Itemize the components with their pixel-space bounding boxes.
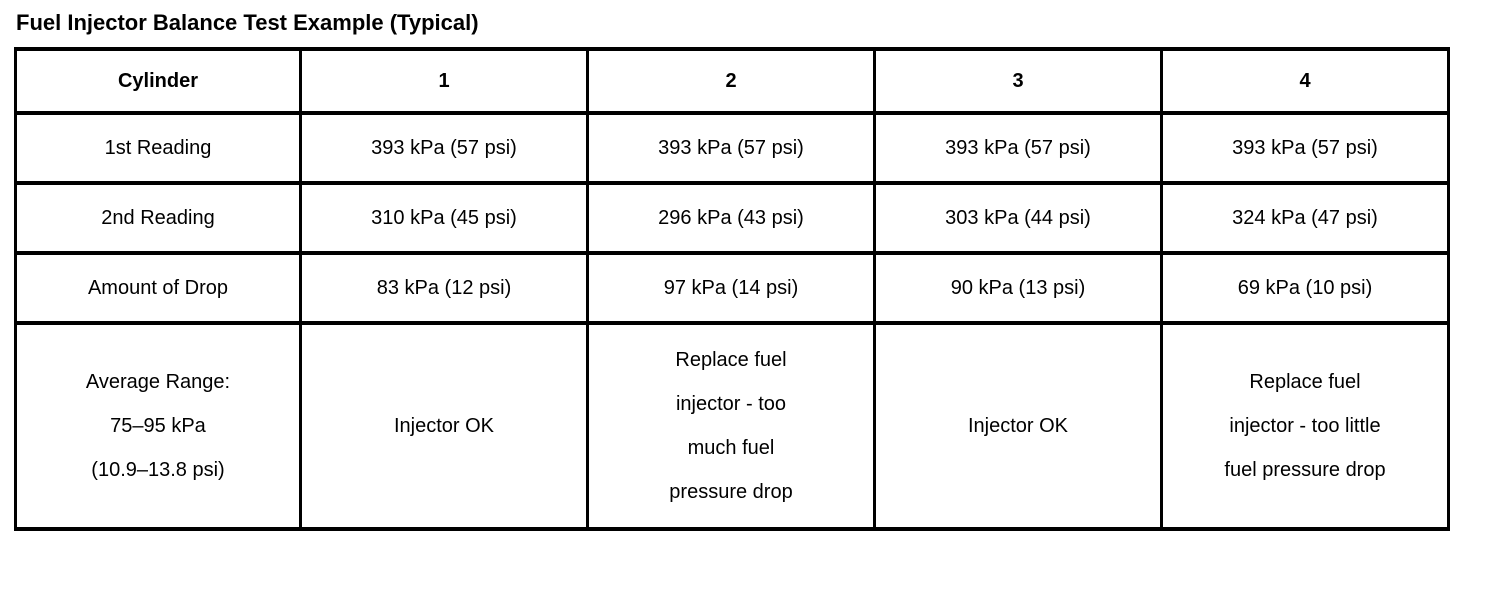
row-label: 1st Reading <box>14 111 302 185</box>
data-cell: Injector OK <box>873 321 1163 531</box>
data-cell: 69 kPa (10 psi) <box>1160 251 1450 325</box>
header-cell-4: 4 <box>1160 47 1450 115</box>
page-title: Fuel Injector Balance Test Example (Typi… <box>16 10 479 35</box>
fuel-injector-balance-table: Cylinder 1 2 3 4 1st Reading 393 kPa (57… <box>14 47 1450 531</box>
data-cell: 393 kPa (57 psi) <box>873 111 1163 185</box>
data-cell: 303 kPa (44 psi) <box>873 181 1163 255</box>
table-row-2nd-reading: 2nd Reading 310 kPa (45 psi) 296 kPa (43… <box>14 181 1450 255</box>
data-cell: 97 kPa (14 psi) <box>586 251 876 325</box>
data-cell: 310 kPa (45 psi) <box>299 181 589 255</box>
data-cell: 296 kPa (43 psi) <box>586 181 876 255</box>
table-row-average-range: Average Range: 75–95 kPa (10.9–13.8 psi)… <box>14 321 1450 531</box>
table-row-amount-of-drop: Amount of Drop 83 kPa (12 psi) 97 kPa (1… <box>14 251 1450 325</box>
row-label: Amount of Drop <box>14 251 302 325</box>
header-cell-cylinder: Cylinder <box>14 47 302 115</box>
data-cell: Replace fuel injector - too little fuel … <box>1160 321 1450 531</box>
header-cell-2: 2 <box>586 47 876 115</box>
data-cell: 393 kPa (57 psi) <box>1160 111 1450 185</box>
table-header-row: Cylinder 1 2 3 4 <box>14 47 1450 115</box>
data-cell: 393 kPa (57 psi) <box>299 111 589 185</box>
data-cell: 393 kPa (57 psi) <box>586 111 876 185</box>
header-cell-1: 1 <box>299 47 589 115</box>
data-cell: 90 kPa (13 psi) <box>873 251 1163 325</box>
table-row-1st-reading: 1st Reading 393 kPa (57 psi) 393 kPa (57… <box>14 111 1450 185</box>
page: Fuel Injector Balance Test Example (Typi… <box>14 10 1450 531</box>
data-cell: 83 kPa (12 psi) <box>299 251 589 325</box>
row-label: 2nd Reading <box>14 181 302 255</box>
header-cell-3: 3 <box>873 47 1163 115</box>
row-label: Average Range: 75–95 kPa (10.9–13.8 psi) <box>14 321 302 531</box>
data-cell: 324 kPa (47 psi) <box>1160 181 1450 255</box>
data-cell: Replace fuel injector - too much fuel pr… <box>586 321 876 531</box>
data-cell: Injector OK <box>299 321 589 531</box>
